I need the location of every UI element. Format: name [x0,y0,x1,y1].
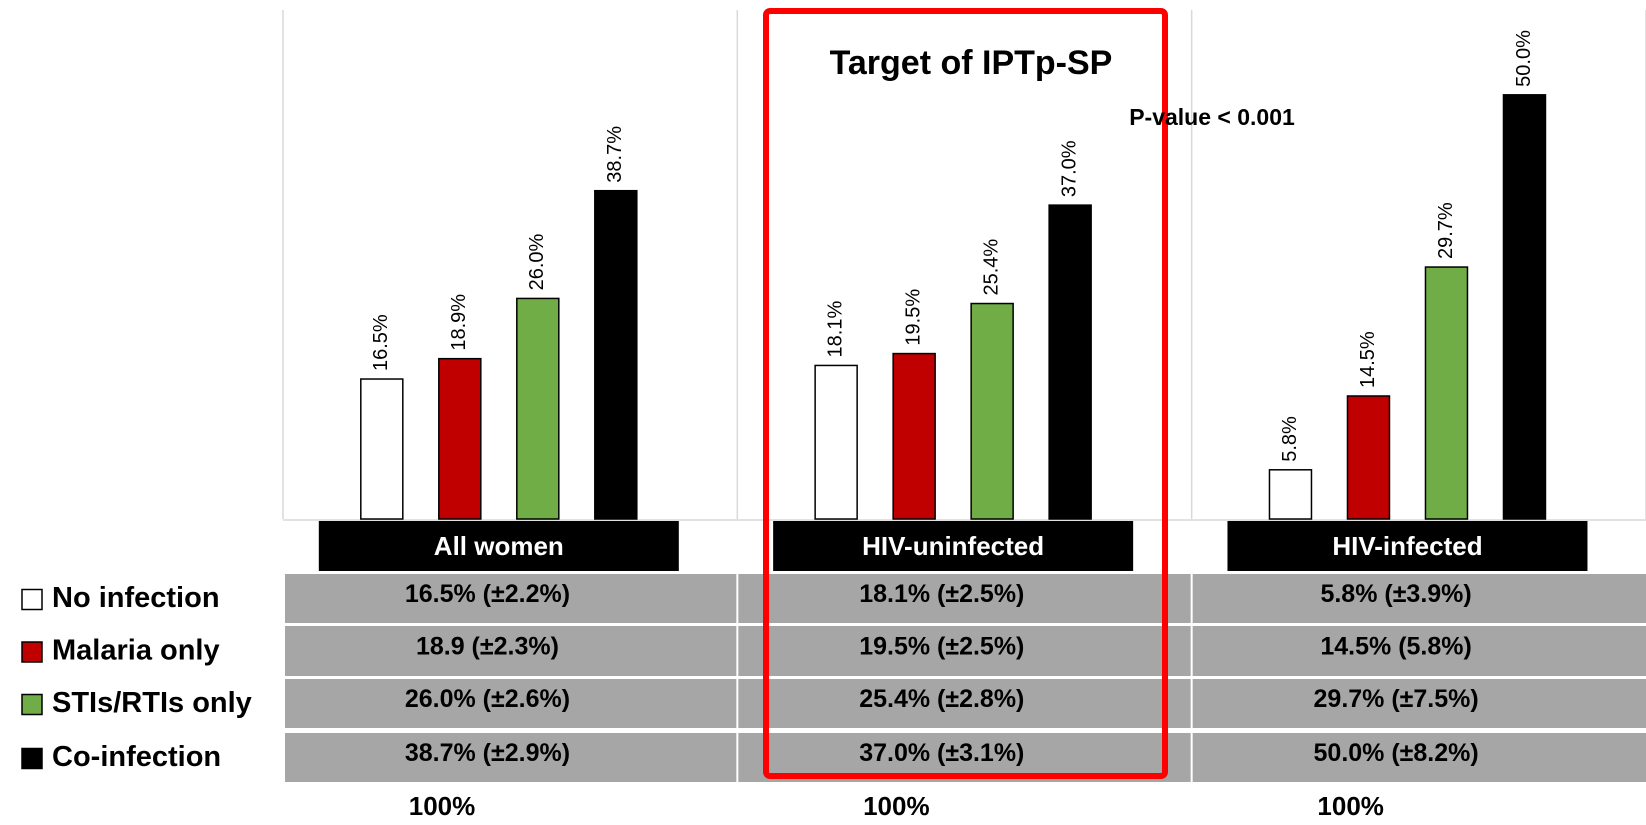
value-label: 37.0% [1058,140,1080,197]
legend-marker [21,641,43,663]
value-label: 50.0% [1513,30,1535,87]
bar [1424,266,1469,520]
bar [1502,94,1547,520]
total-label: 100% [1317,791,1384,821]
bar [970,302,1014,520]
legend-label: STIs/RTIs only [52,687,252,719]
bar [1048,204,1092,520]
value-label: 16.5% [370,314,392,371]
value-label: 18.1% [824,301,846,358]
category-box [773,521,1134,571]
category-box [318,521,679,571]
legend-label: Co-infection [52,741,221,773]
category-label: HIV-uninfected [862,531,1044,561]
total-label: 100% [409,791,476,821]
category-box [1227,521,1588,571]
bar [594,189,638,520]
table-cell: 50.0% (±8.2%) [1314,739,1479,767]
legend-marker [21,747,43,770]
value-label: 18.9% [448,294,470,351]
table-row-bg [285,679,1646,728]
table-cell: 5.8% (±3.9%) [1320,580,1471,608]
value-label: 38.7% [604,126,626,183]
annotation-pvalue: P-value < 0.001 [1129,104,1295,130]
table-cell: 26.0% (±2.6%) [405,685,570,713]
value-label: 29.7% [1435,202,1457,259]
table-row-bg [285,574,1646,623]
table-cell: 37.0% (±3.1%) [859,739,1024,767]
value-label: 26.0% [526,234,548,291]
table-cell: 18.1% (±2.5%) [859,580,1024,608]
value-label: 25.4% [980,239,1002,296]
total-label: 100% [863,791,930,821]
table-cell: 38.7% (±2.9%) [405,739,570,767]
bar [1346,395,1391,520]
category-label: HIV-infected [1332,531,1482,561]
value-label: 14.5% [1357,331,1379,388]
bar [814,364,858,520]
annotation-title: Target of IPTp-SP [830,44,1113,82]
legend-label: Malaria only [52,635,220,667]
table-cell: 16.5% (±2.2%) [405,580,570,608]
value-label: 19.5% [902,289,924,346]
bar [438,357,482,520]
legend-marker [21,693,43,716]
category-label: All women [434,531,564,561]
table-cell: 19.5% (±2.5%) [859,633,1024,661]
table-row-bg [285,626,1646,676]
table-cell: 18.9 (±2.3%) [416,633,559,661]
highlight-box [763,8,1168,779]
table-cell: 29.7% (±7.5%) [1314,685,1479,713]
legend-marker [21,588,43,611]
table-cell: 14.5% (5.8%) [1320,633,1471,661]
bar [516,297,560,520]
bar [1268,469,1313,520]
table-cell: 25.4% (±2.8%) [859,685,1024,713]
value-label: 5.8% [1279,416,1301,462]
bar [892,352,936,520]
legend-label: No infection [52,582,220,614]
bar [360,378,404,520]
